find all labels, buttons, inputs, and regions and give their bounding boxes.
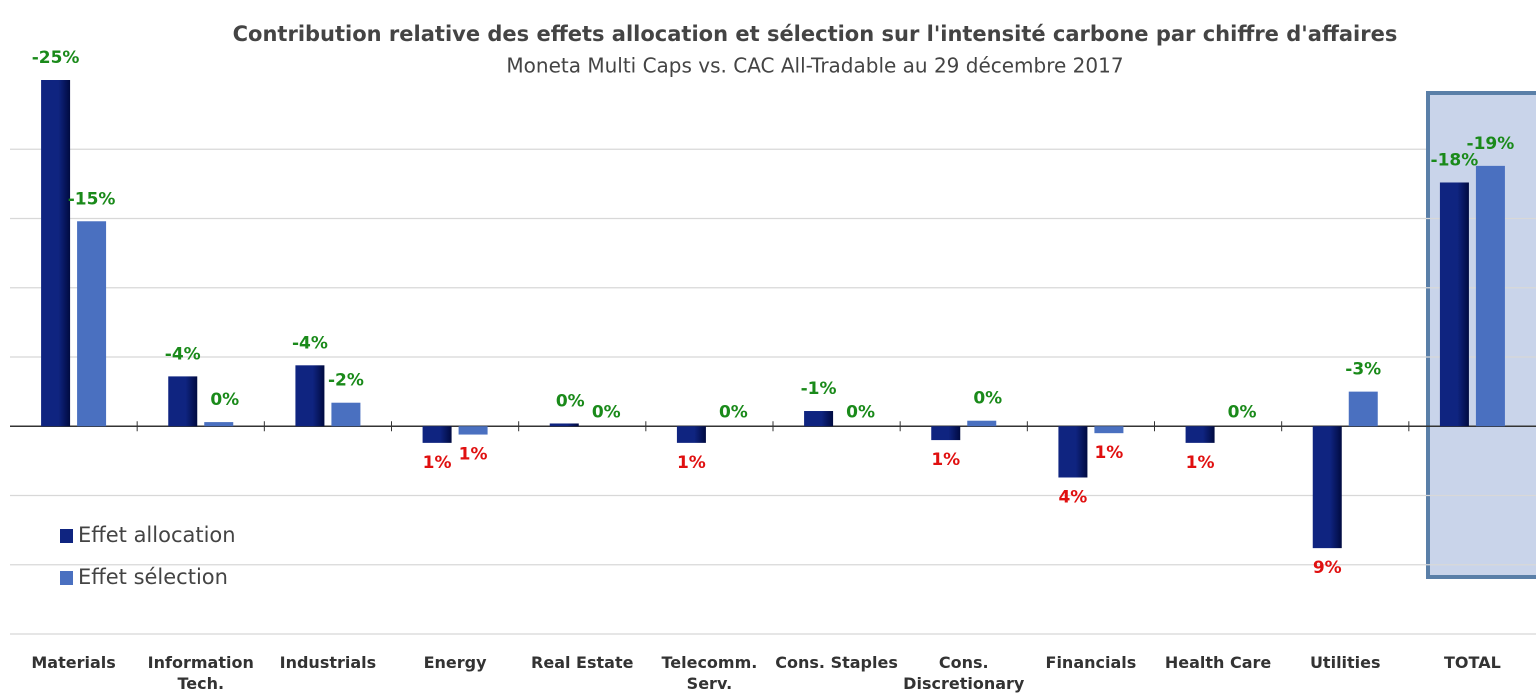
data-label: 0% [210, 390, 239, 410]
bar [1094, 426, 1124, 434]
bar [1348, 391, 1378, 427]
bar [168, 376, 198, 427]
data-label: -4% [292, 333, 328, 353]
legend-swatch [60, 529, 73, 543]
data-label: 0% [556, 391, 585, 411]
bar [458, 426, 488, 435]
data-label: 1% [1094, 443, 1123, 463]
data-label: -4% [165, 344, 201, 364]
bar [1312, 426, 1342, 549]
data-label: -19% [1467, 134, 1515, 154]
data-label: 0% [719, 402, 748, 422]
data-label: -2% [328, 371, 364, 391]
bar [804, 411, 834, 427]
bar [549, 423, 579, 427]
x-tick-label: Real Estate [531, 653, 634, 672]
x-tick-label: Cons. Staples [775, 653, 898, 672]
bar [1475, 165, 1505, 427]
bar [295, 365, 325, 427]
x-tick-label: Cons. Discretionary [903, 653, 1025, 693]
bar [967, 420, 997, 427]
data-label: 0% [592, 402, 621, 422]
data-label: 1% [423, 453, 452, 473]
chart-title: Contribution relative des effets allocat… [233, 22, 1398, 46]
bar [204, 422, 234, 427]
x-tick-label: Health Care [1164, 653, 1272, 672]
x-tick-label: Financials [1045, 653, 1137, 672]
x-tick-label: Industrials [279, 653, 377, 672]
chart-subtitle: Moneta Multi Caps vs. CAC All-Tradable a… [506, 54, 1123, 78]
x-tick-label: Materials [31, 653, 116, 672]
bar [1185, 426, 1215, 443]
x-tick-label: Energy [423, 653, 487, 672]
data-label: 1% [677, 453, 706, 473]
data-label: -3% [1345, 360, 1381, 380]
legend-label: Effet allocation [78, 523, 236, 547]
data-label: 1% [459, 445, 488, 465]
data-label: -25% [32, 48, 80, 68]
legend-label: Effet sélection [78, 565, 228, 589]
bar [1439, 182, 1469, 427]
data-label: 0% [846, 402, 875, 422]
data-label: -1% [801, 379, 837, 399]
bar [41, 80, 71, 427]
data-label: -15% [68, 189, 116, 209]
x-tick-label: TOTAL [1444, 653, 1501, 672]
data-label: 9% [1313, 558, 1342, 578]
data-label: -18% [1431, 150, 1479, 170]
data-label: 1% [931, 450, 960, 470]
bar [77, 221, 107, 427]
x-tick-label: Information Tech. [147, 653, 254, 693]
bar [676, 426, 706, 443]
data-label: 0% [1228, 402, 1257, 422]
data-label: 0% [973, 389, 1002, 409]
data-label: 1% [1186, 453, 1215, 473]
bar [331, 402, 361, 427]
bar [1058, 426, 1088, 478]
x-tick-label: Telecomm. Serv. [661, 653, 758, 693]
legend-swatch [60, 571, 73, 585]
x-tick-label: Utilities [1309, 653, 1381, 672]
data-label: 4% [1058, 487, 1087, 507]
bar [422, 426, 452, 443]
bar [931, 426, 961, 441]
